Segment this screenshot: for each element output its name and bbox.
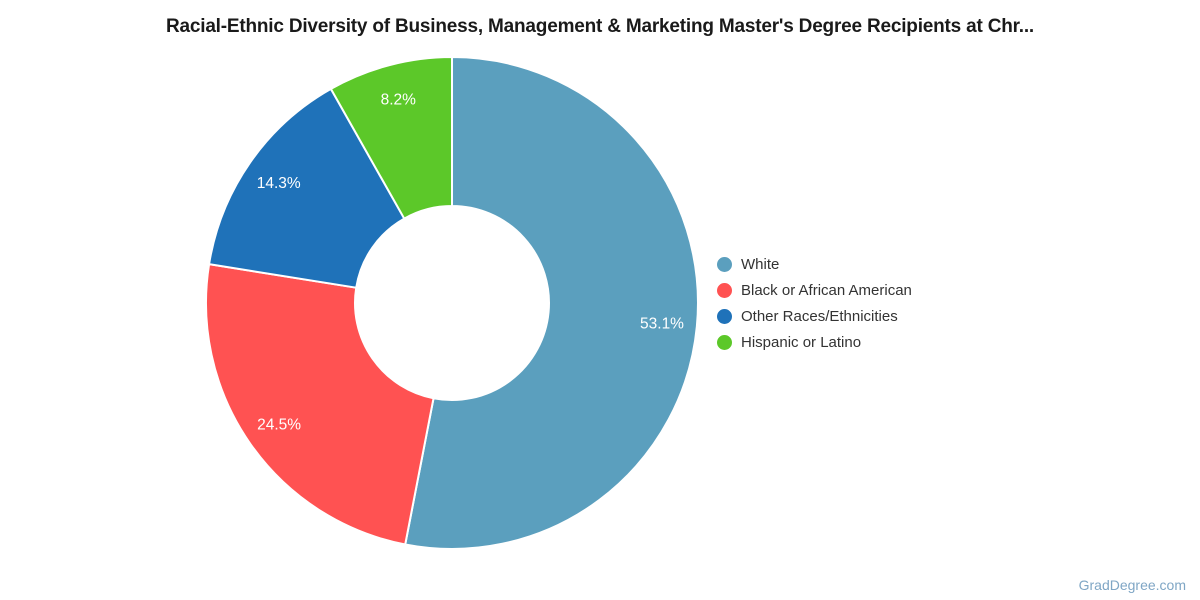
legend-marker-icon — [717, 308, 732, 324]
legend-label: Other Races/Ethnicities — [741, 307, 898, 325]
legend-label: White — [741, 255, 780, 273]
legend-item-hispanic-or-latino[interactable]: Hispanic or Latino — [717, 329, 912, 355]
legend-label: Hispanic or Latino — [741, 333, 862, 351]
legend-item-other-races-ethnicities[interactable]: Other Races/Ethnicities — [717, 303, 912, 329]
legend: White Black or African American Other Race… — [717, 251, 912, 355]
legend-marker-icon — [717, 256, 732, 272]
legend-item-black-or-african-american[interactable]: Black or African American — [717, 277, 912, 303]
chart-title: Racial-Ethnic Diversity of Business, Man… — [165, 16, 1035, 37]
slice-label: 24.5% — [257, 416, 301, 433]
donut-slice-black-or-african-american[interactable] — [204, 263, 435, 546]
donut-slice-white[interactable] — [404, 56, 699, 550]
slice-label: 53.1% — [640, 316, 684, 333]
donut-slice-hispanic-or-latino[interactable] — [329, 56, 453, 220]
legend-label: Black or African American — [741, 281, 912, 299]
legend-item-white[interactable]: White — [717, 251, 912, 277]
slice-label: 8.2% — [381, 91, 417, 108]
watermark-link[interactable]: GradDegree.com — [1078, 577, 1186, 593]
donut-slice-other-races-ethnicities[interactable] — [208, 87, 406, 289]
legend-marker-icon — [717, 282, 732, 298]
legend-marker-icon — [717, 334, 732, 350]
slice-label: 14.3% — [257, 175, 301, 192]
